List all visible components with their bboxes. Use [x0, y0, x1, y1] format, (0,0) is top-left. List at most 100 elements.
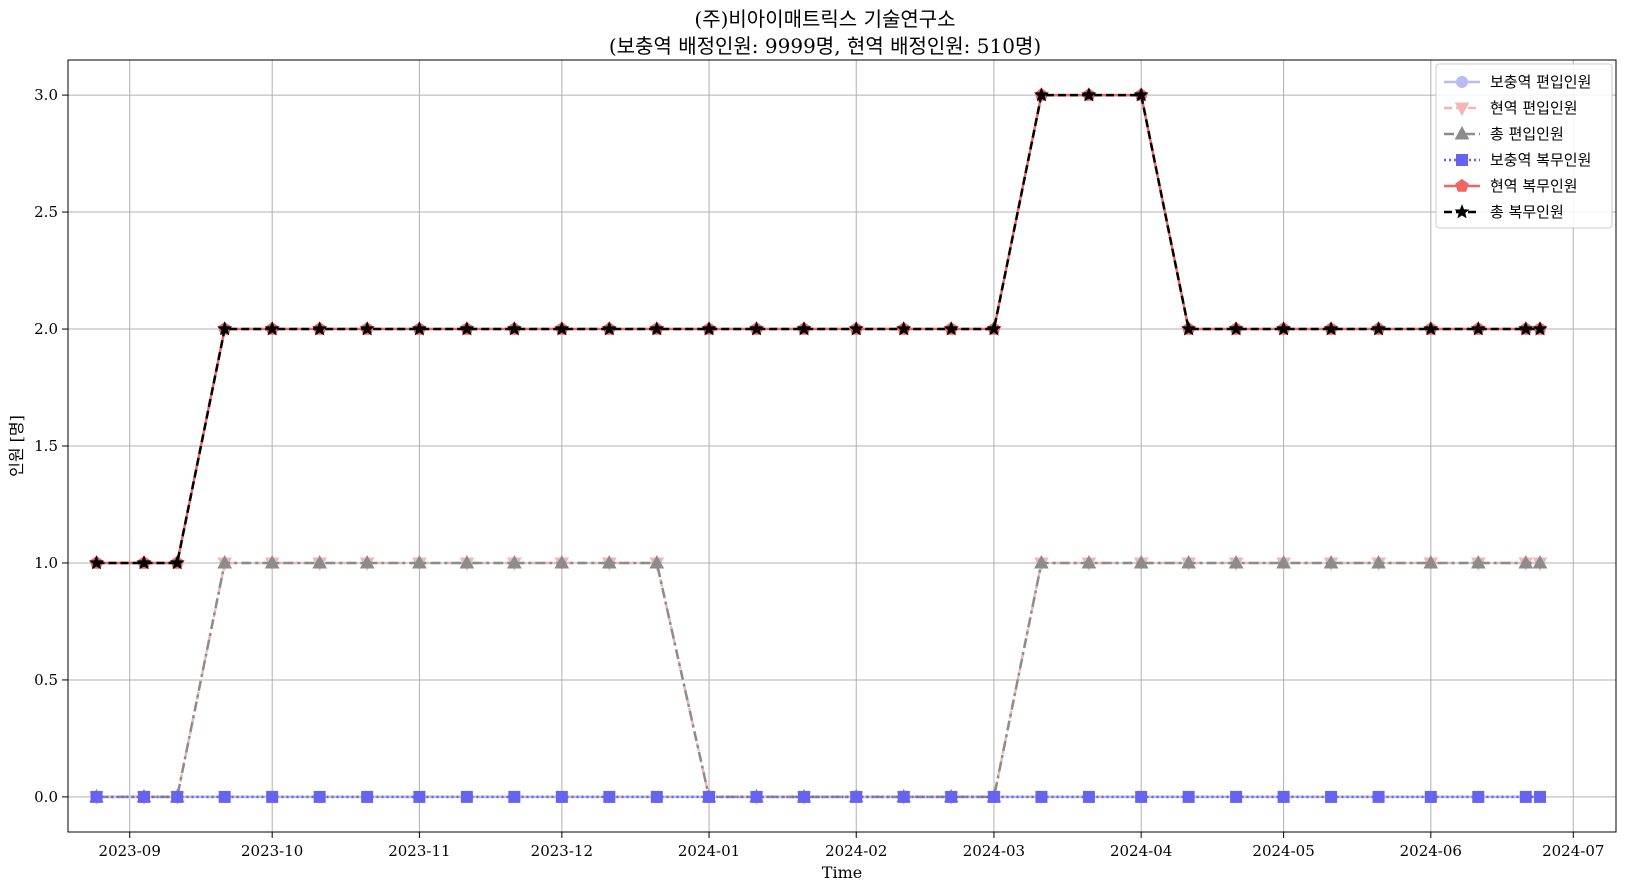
series-line — [96, 561, 1540, 799]
legend-label: 현역 편입인원 — [1490, 99, 1578, 117]
data-point — [412, 554, 427, 569]
data-point — [1276, 554, 1291, 569]
data-point — [90, 790, 103, 803]
data-point — [748, 321, 765, 336]
data-point — [897, 790, 910, 803]
data-point — [459, 554, 475, 569]
legend-label: 현역 복무인원 — [1490, 177, 1578, 195]
data-point — [1423, 554, 1439, 569]
data-point — [701, 321, 717, 336]
data-point — [1182, 790, 1195, 803]
data-point — [1323, 554, 1339, 569]
data-point — [601, 554, 617, 569]
data-point — [1519, 790, 1532, 803]
grid-lines — [68, 60, 1616, 832]
data-point — [1135, 790, 1148, 803]
y-tick-label: 2.5 — [34, 203, 58, 221]
data-point — [1423, 321, 1439, 336]
data-point — [507, 554, 522, 569]
y-tick-label: 1.5 — [34, 437, 58, 455]
series-2 — [89, 557, 1548, 805]
data-point — [1081, 87, 1097, 102]
chart-title: (주)비아이매트릭스 기술연구소 — [694, 7, 955, 31]
data-point — [460, 790, 473, 803]
y-tick-label: 0.5 — [34, 671, 58, 689]
legend-label: 보충역 복무인원 — [1490, 151, 1591, 169]
x-axis-label: Time — [822, 863, 862, 882]
data-point — [1470, 321, 1486, 336]
data-point — [750, 790, 763, 803]
data-point — [1276, 321, 1292, 336]
series-line — [96, 93, 1540, 565]
data-point — [359, 554, 375, 569]
data-point — [264, 554, 280, 569]
data-point — [266, 790, 279, 803]
x-tick-label: 2024-01 — [678, 842, 740, 860]
data-point — [796, 321, 812, 336]
data-point — [1534, 790, 1547, 803]
data-point — [1518, 321, 1534, 336]
data-point — [413, 790, 426, 803]
data-point — [506, 321, 522, 336]
data-point — [554, 321, 570, 336]
data-point — [1133, 554, 1149, 569]
x-tick-label: 2024-05 — [1252, 842, 1314, 860]
legend-label: 총 복무인원 — [1490, 203, 1564, 221]
data-point — [1230, 790, 1243, 803]
legend-label: 보충역 편입인원 — [1490, 73, 1591, 91]
data-point — [88, 555, 105, 570]
data-point — [1034, 87, 1049, 102]
data-point — [1228, 554, 1244, 569]
data-point — [1325, 790, 1338, 803]
y-tick-label: 2.0 — [34, 320, 58, 338]
data-point — [554, 554, 570, 569]
legend-marker — [1454, 125, 1470, 140]
legend-label: 총 편입인원 — [1490, 125, 1564, 143]
legend-marker — [1454, 204, 1470, 219]
data-point — [508, 790, 521, 803]
legend-marker — [1456, 76, 1468, 88]
data-point — [312, 554, 328, 569]
data-point — [1323, 321, 1339, 336]
data-point — [359, 321, 375, 336]
data-point — [459, 321, 475, 336]
y-axis: 0.0 0.5 1.0 1.5 2.0 2.5 3.0 — [34, 86, 68, 806]
plot-frame — [67, 59, 1617, 833]
data-point — [1518, 554, 1534, 569]
data-point — [1082, 790, 1095, 803]
data-point — [137, 790, 150, 803]
data-point — [1371, 554, 1386, 569]
data-point — [136, 555, 152, 570]
data-point — [1277, 790, 1290, 803]
data-point — [987, 790, 1000, 803]
data-point — [313, 790, 326, 803]
data-point — [171, 790, 184, 803]
data-point — [943, 321, 959, 336]
x-tick-label: 2024-07 — [1542, 842, 1604, 860]
data-point — [169, 555, 185, 570]
data-point — [1532, 554, 1548, 569]
x-axis: 2023-09 2023-10 2023-11 2023-12 2024-01 2024-… — [99, 832, 1604, 860]
data-point — [1532, 321, 1548, 336]
data-point — [1081, 554, 1097, 569]
data-point — [1133, 87, 1149, 102]
x-tick-label: 2023-10 — [241, 842, 303, 860]
data-point — [945, 790, 958, 803]
y-tick-label: 1.0 — [34, 554, 58, 572]
data-point — [1035, 790, 1048, 803]
data-point — [1181, 321, 1197, 336]
data-point — [1424, 790, 1437, 803]
x-tick-label: 2024-03 — [963, 842, 1025, 860]
y-tick-label: 3.0 — [34, 86, 58, 104]
data-point — [848, 321, 864, 336]
x-tick-label: 2024-02 — [825, 842, 887, 860]
data-point — [1372, 790, 1385, 803]
data-point — [312, 321, 328, 336]
data-point — [986, 321, 1002, 336]
data-point — [798, 790, 811, 803]
data-point — [1470, 554, 1486, 569]
data-point — [1472, 790, 1485, 803]
data-point — [218, 790, 231, 803]
